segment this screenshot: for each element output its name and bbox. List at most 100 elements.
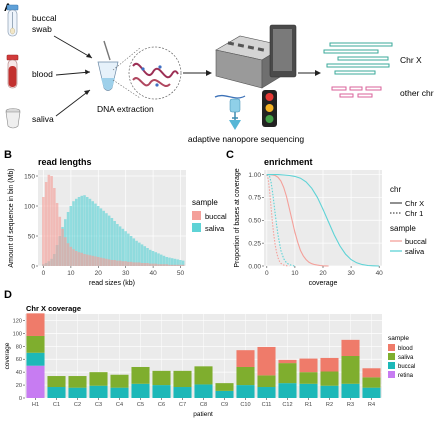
bar-buccal-24 xyxy=(107,259,111,266)
sample-buccal-label: buccal xyxy=(32,13,57,23)
nanopore-sequencer-icon xyxy=(215,24,297,89)
chart-c-lines xyxy=(266,174,380,267)
legend-d-buccal-swatch xyxy=(388,362,395,369)
bar-R3-buccal xyxy=(341,383,360,398)
bar-buccal-46 xyxy=(168,264,171,266)
chart-d-legend-title: sample xyxy=(388,335,409,342)
bar-buccal-4 xyxy=(53,188,56,266)
traffic-light-icon xyxy=(262,90,277,127)
bar-buccal-11 xyxy=(72,249,75,266)
bar-saliva-46 xyxy=(168,257,171,266)
bar-buccal-13 xyxy=(77,252,81,266)
legend-saliva-label: saliva xyxy=(205,224,225,233)
legend-buccal-label: buccal xyxy=(205,212,227,221)
bar-C12-buccal xyxy=(278,383,297,398)
chart-b-xlabel: read sizes (kb) xyxy=(89,280,135,287)
d-tick-label-C9: C9 xyxy=(221,402,228,408)
d-tick-label-C12: C12 xyxy=(282,402,292,408)
other-chr-label: other chr xyxy=(400,88,434,98)
bar-saliva-51 xyxy=(181,260,185,266)
d-tick-label-C2: C2 xyxy=(74,402,81,408)
bar-H1-saliva xyxy=(26,335,45,353)
bar-buccal-33 xyxy=(132,262,136,266)
legend-c-buccal-label: buccal xyxy=(405,237,427,246)
extraction-arrowhead xyxy=(206,70,212,76)
legend-buccal-swatch xyxy=(192,211,201,220)
bar-buccal-16 xyxy=(85,254,89,266)
bar-C6-saliva xyxy=(152,370,171,386)
chart-d-title: Chr X coverage xyxy=(26,304,81,313)
sample-arrowheads xyxy=(84,53,92,95)
chart-b-bars xyxy=(42,174,185,266)
d-tick-label-C6: C6 xyxy=(158,402,165,408)
bar-buccal-43 xyxy=(159,264,163,266)
panel-d: D Chr X coverage H1 C1 C2 C3 C4 C5 C6 C7 C8 C9 C10… xyxy=(4,289,415,418)
panel-c: C enrichment 0 10 20 30 40 0.00 0.25 0.50 0.75 1.… xyxy=(226,149,427,287)
chart-c-ylabel: Proportion of bases at coverage xyxy=(234,168,241,267)
bar-C10-buccal xyxy=(236,385,255,398)
d-tick-label-R3: R3 xyxy=(347,402,354,408)
bar-C11-blood xyxy=(257,346,276,376)
saliva-tube-icon xyxy=(5,108,21,129)
panel-d-letter: D xyxy=(4,289,12,301)
bar-saliva-23 xyxy=(105,213,108,266)
bar-H1-buccal xyxy=(26,352,45,366)
c-tick-label-y-2: 0.50 xyxy=(248,218,261,225)
bar-buccal-42 xyxy=(157,264,160,266)
sequencing-arrowhead xyxy=(315,70,321,76)
bar-saliva-13 xyxy=(77,197,81,266)
tick-label-y-50: 50 xyxy=(28,233,36,240)
bar-buccal-38 xyxy=(146,263,149,266)
bar-R2-saliva xyxy=(320,371,339,386)
bar-buccal-14 xyxy=(80,252,84,266)
chart-d-ticks: H1 C1 C2 C3 C4 C5 C6 C7 C8 C9 C10 C11 C12 R1 R2 R3 R4 0 20… xyxy=(13,318,375,408)
bar-saliva-21 xyxy=(99,208,103,266)
bar-saliva-43 xyxy=(159,254,163,266)
bar-buccal-28 xyxy=(118,260,122,266)
bar-buccal-1 xyxy=(44,182,48,266)
nanopore-icon xyxy=(214,94,246,130)
bar-saliva-19 xyxy=(94,203,97,266)
bar-R2-buccal xyxy=(320,385,339,398)
bar-saliva-48 xyxy=(173,258,177,266)
bar-buccal-17 xyxy=(88,255,92,266)
panel-a: A buccal swab blood saliva xyxy=(4,2,434,144)
legend-chr1-label: Chr 1 xyxy=(405,209,423,218)
legend-d-blood-label: blood xyxy=(398,346,413,352)
bar-H1-retina xyxy=(26,365,45,398)
tick-label-x-50: 50 xyxy=(177,270,185,277)
bar-saliva-31 xyxy=(127,233,130,266)
bar-buccal-10 xyxy=(69,246,73,266)
bar-saliva-33 xyxy=(132,238,136,266)
bar-buccal-27 xyxy=(116,260,119,266)
bar-saliva-24 xyxy=(107,215,111,266)
line-buccal-chr1 xyxy=(266,174,290,267)
legend-saliva-swatch xyxy=(192,223,201,232)
bar-saliva-11 xyxy=(72,201,75,266)
bar-C12-blood xyxy=(278,359,297,364)
sample-saliva-label: saliva xyxy=(32,114,54,124)
bar-buccal-30 xyxy=(124,261,127,266)
c-tick-label-y-0: 0.00 xyxy=(248,263,261,270)
bar-C4-saliva xyxy=(110,374,129,388)
bar-saliva-34 xyxy=(135,240,138,266)
bar-buccal-21 xyxy=(99,257,103,266)
d-tick-label-C11: C11 xyxy=(262,402,272,408)
bar-buccal-40 xyxy=(151,263,155,266)
bar-saliva-26 xyxy=(113,221,116,266)
bar-C2-buccal xyxy=(68,387,87,398)
chart-c-legend-chr-title: chr xyxy=(390,185,401,194)
bar-R2-blood xyxy=(320,357,339,372)
tick-label-y-150: 150 xyxy=(24,173,35,180)
legend-d-saliva-label: saliva xyxy=(398,355,414,361)
legend-chrx-label: Chr X xyxy=(405,199,424,208)
bar-buccal-39 xyxy=(149,263,152,266)
bar-buccal-8 xyxy=(64,237,67,266)
bar-saliva-29 xyxy=(121,228,125,266)
legend-d-blood-swatch xyxy=(388,344,395,351)
zoom-lines xyxy=(112,47,141,99)
panel-b-letter: B xyxy=(4,149,12,161)
bar-C6-buccal xyxy=(152,385,171,398)
tick-label-x-20: 20 xyxy=(95,270,103,277)
